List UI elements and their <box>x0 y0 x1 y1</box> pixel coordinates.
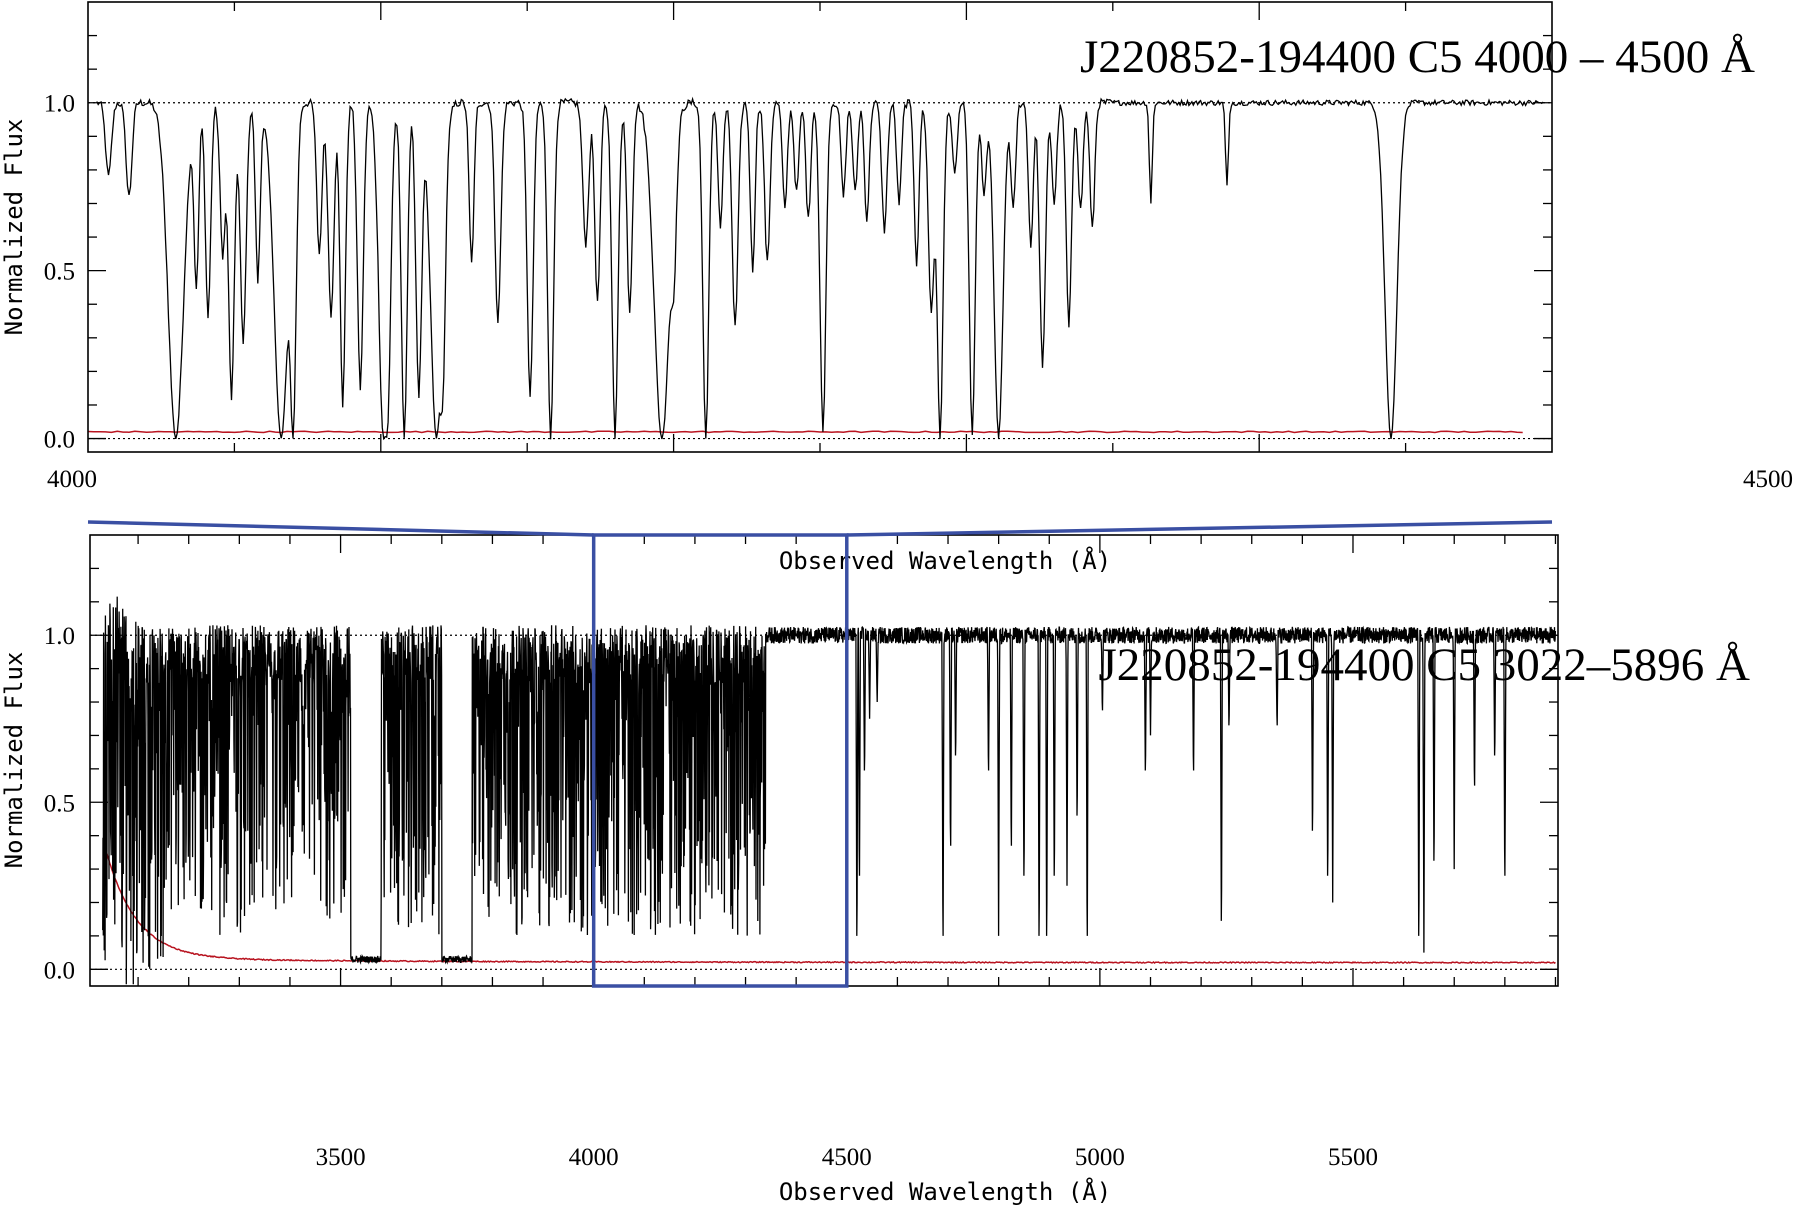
bottom-ytick-label-2: 1.0 <box>44 623 75 650</box>
top-ytick-label-0: 0.0 <box>44 427 75 454</box>
full-panel: 0.0 0.5 1.0 3500 4000 4500 5000 5500 Obs… <box>0 534 1751 1206</box>
bottom-error-spectrum <box>102 841 1556 965</box>
zoom-connector-left <box>87 520 594 537</box>
bottom-xtick-label-5000: 5000 <box>1075 1144 1125 1171</box>
zoom-panel: 0.0 0.5 1.0 4000 4500 Observed Wavelengt… <box>0 1 1793 575</box>
top-panel-title: J220852-194400 C5 4000 – 4500 Å <box>1080 31 1755 83</box>
bottom-xtick-label-4500: 4500 <box>822 1144 872 1171</box>
bottom-y-axis-label: Normalized Flux <box>0 652 28 869</box>
top-y-axis-label: Normalized Flux <box>0 119 28 336</box>
bottom-xtick-label-4000: 4000 <box>569 1144 619 1171</box>
bottom-panel-title: J220852-194400 C5 3022–5896 Å <box>1099 639 1751 691</box>
zoom-region-box <box>591 533 849 988</box>
top-ytick-label-1: 0.5 <box>44 259 75 286</box>
top-x-axis-label: Observed Wavelength (Å) <box>779 546 1111 575</box>
bottom-x-axis-label: Observed Wavelength (Å) <box>779 1177 1111 1206</box>
top-xtick-label-4500: 4500 <box>1743 466 1793 493</box>
zoom-indicator <box>87 520 1553 988</box>
bottom-xtick-label-3500: 3500 <box>316 1144 366 1171</box>
zoom-connector-right <box>846 520 1553 537</box>
bottom-ytick-label-0: 0.0 <box>44 957 75 984</box>
bottom-flux-spectrum <box>102 596 1557 985</box>
top-flux-spectrum <box>96 96 1544 441</box>
top-error-spectrum <box>87 430 1523 434</box>
bottom-xtick-label-5500: 5500 <box>1328 1144 1378 1171</box>
top-ytick-label-2: 1.0 <box>44 91 75 118</box>
bottom-ytick-label-1: 0.5 <box>44 790 75 817</box>
top-xtick-label-4000: 4000 <box>47 466 97 493</box>
top-tick-marks <box>88 2 1552 452</box>
